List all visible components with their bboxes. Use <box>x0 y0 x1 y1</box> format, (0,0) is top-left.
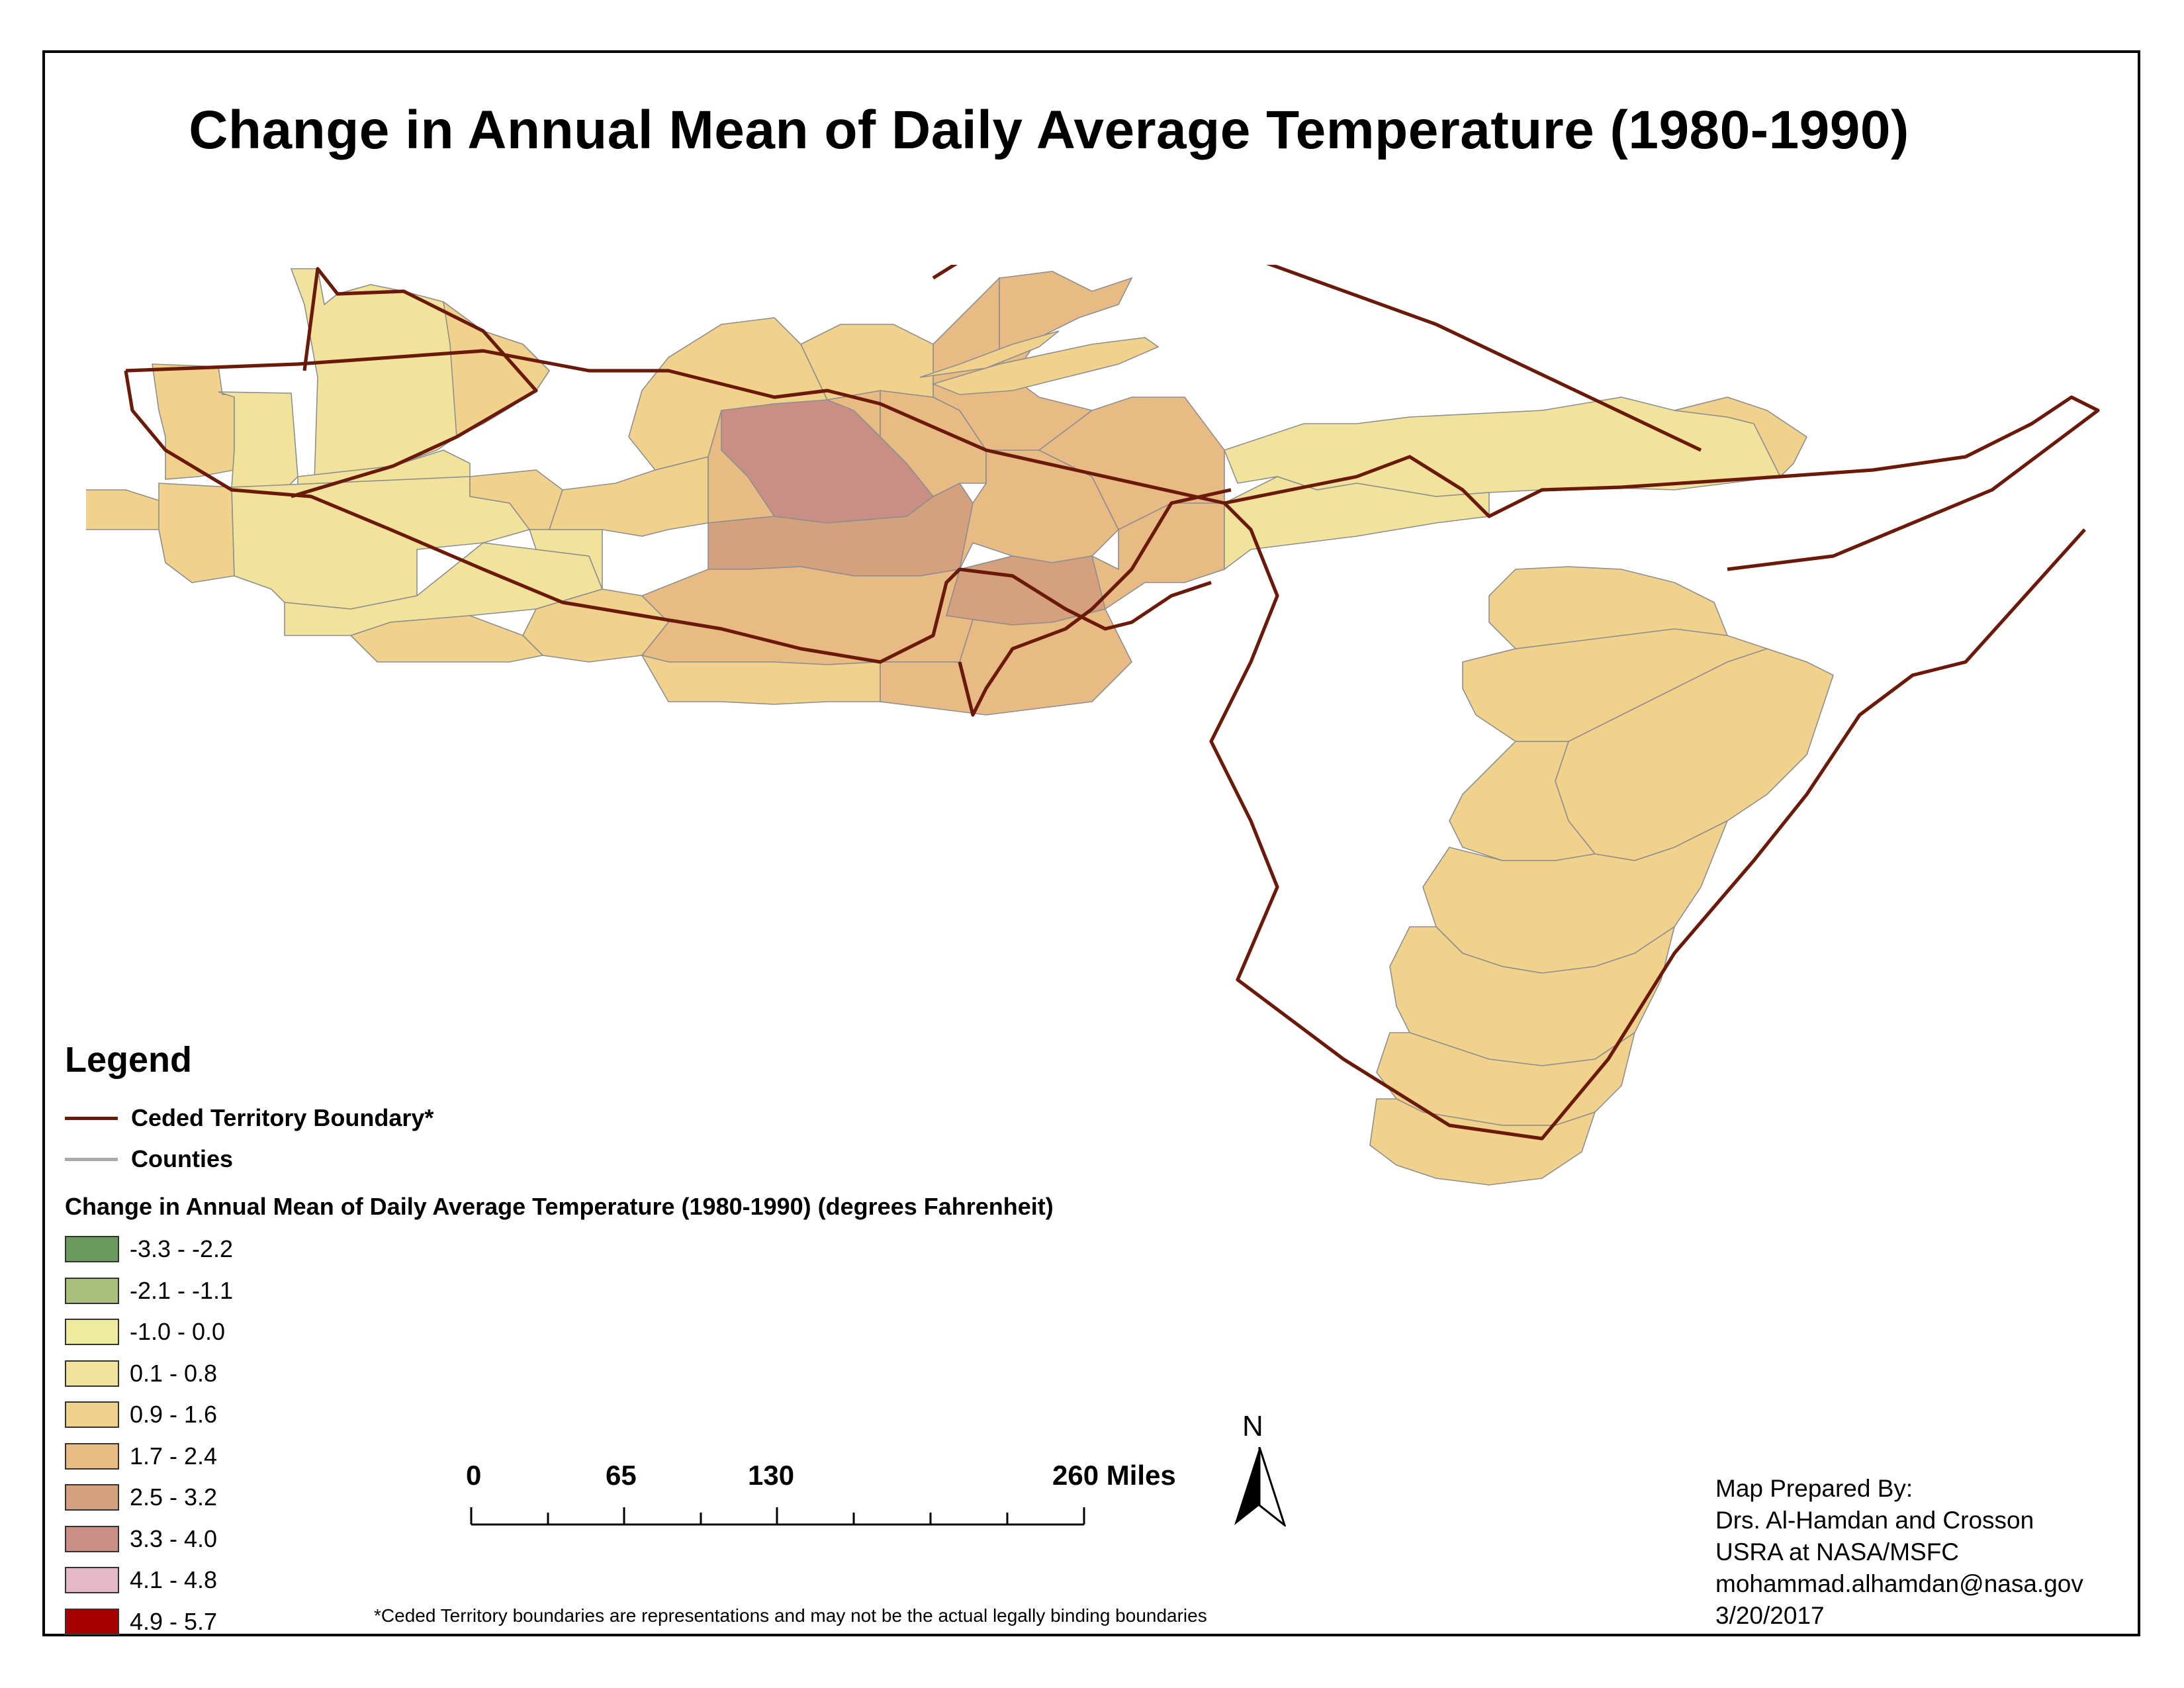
legend-class-row: -1.0 - 0.0 <box>65 1311 1054 1353</box>
county-region <box>442 301 551 438</box>
county-region <box>933 277 1093 451</box>
color-swatch <box>65 1236 119 1263</box>
county-region <box>1674 397 1808 478</box>
class-label: -1.0 - 0.0 <box>130 1318 226 1346</box>
county-line-swatch <box>65 1157 118 1161</box>
class-label: 1.7 - 2.4 <box>130 1442 218 1470</box>
boundary-label: Ceded Territory Boundary* <box>131 1104 434 1131</box>
legend-class-row: -2.1 - -1.1 <box>65 1270 1054 1312</box>
color-swatch <box>65 1484 119 1511</box>
class-label: 4.9 - 5.7 <box>130 1607 218 1635</box>
legend-class-row: 0.9 - 1.6 <box>65 1394 1054 1436</box>
county-region <box>931 337 1160 395</box>
class-label: 0.9 - 1.6 <box>130 1401 218 1429</box>
county-region <box>628 317 829 471</box>
class-label: -2.1 - -1.1 <box>130 1276 234 1304</box>
legend: Legend Ceded Territory Boundary* Countie… <box>65 1039 1054 1642</box>
legend-class-row: 2.5 - 3.2 <box>65 1477 1054 1519</box>
scale-label-260: 260 Miles <box>1052 1460 1176 1491</box>
scale-bar: 0 65 130 260 Miles <box>466 1460 1176 1532</box>
class-label: 0.1 - 0.8 <box>130 1359 218 1387</box>
ceded-boundary-south <box>124 370 1212 664</box>
legend-class-row: -3.3 - -2.2 <box>65 1229 1054 1270</box>
color-swatch <box>65 1442 119 1470</box>
county-region <box>880 608 1132 716</box>
color-swatch <box>65 1401 119 1429</box>
legend-class-row: 3.3 - 4.0 <box>65 1519 1054 1560</box>
legend-counties-row: Counties <box>65 1139 1054 1180</box>
class-label: -3.3 - -2.2 <box>130 1235 234 1263</box>
county-region <box>349 615 544 663</box>
county-region <box>1038 397 1225 531</box>
ceded-boundary-gap <box>958 488 1232 717</box>
color-swatch <box>65 1608 119 1635</box>
color-swatch <box>65 1525 119 1552</box>
legend-class-row: 4.1 - 4.8 <box>65 1560 1054 1601</box>
county-region <box>548 455 709 537</box>
legend-boundary-row: Ceded Territory Boundary* <box>65 1098 1054 1139</box>
scale-label-130: 130 <box>748 1460 795 1491</box>
map-area <box>86 265 2100 1186</box>
color-swatch <box>65 1567 119 1594</box>
county-region <box>799 324 934 400</box>
legend-subtitle: Change in Annual Mean of Daily Average T… <box>65 1193 1054 1220</box>
north-label: N <box>1242 1410 1263 1442</box>
boundary-line-swatch <box>65 1116 118 1120</box>
legend-class-row: 0.1 - 0.8 <box>65 1353 1054 1395</box>
scale-label-0: 0 <box>466 1460 482 1491</box>
scale-label-65: 65 <box>606 1460 637 1491</box>
map-frame <box>42 50 2140 1636</box>
north-arrow: N <box>1228 1410 1287 1529</box>
class-label: 2.5 - 3.2 <box>130 1483 218 1511</box>
footnote: *Ceded Territory boundaries are represen… <box>374 1605 1207 1626</box>
credits-line: mohammad.alhamdan@nasa.gov <box>1715 1570 2083 1597</box>
county-region <box>158 483 235 583</box>
credits-line: Map Prepared By: <box>1715 1475 1913 1502</box>
color-swatch <box>65 1277 119 1304</box>
color-swatch <box>65 1319 119 1346</box>
color-swatch <box>65 1360 119 1387</box>
north-arrow-icon <box>1234 1447 1286 1526</box>
counties-label: Counties <box>131 1145 234 1172</box>
ceded-boundary-main <box>125 349 2100 571</box>
legend-classes: -3.3 - -2.2 -2.1 - -1.1 -1.0 - 0.0 0.1 -… <box>65 1229 1054 1642</box>
county-region <box>1488 566 1729 649</box>
credits-line: Drs. Al-Hamdan and Crosson <box>1715 1507 2034 1534</box>
county-region <box>152 363 235 480</box>
ceded-boundary-nw <box>291 267 538 498</box>
county-region <box>919 330 1060 378</box>
scale-bar-line <box>470 1507 1085 1526</box>
map-title: Change in Annual Mean of Daily Average T… <box>189 100 1909 160</box>
county-region <box>86 489 167 530</box>
credits-line: USRA at NASA/MSFC <box>1715 1538 1960 1566</box>
credits: Map Prepared By: Drs. Al-Hamdan and Cros… <box>1715 1473 2083 1632</box>
ceded-boundary-north-arc <box>932 265 1702 452</box>
legend-class-row: 1.7 - 2.4 <box>65 1436 1054 1477</box>
credits-line: 3/20/2017 <box>1715 1602 1825 1629</box>
class-label: 4.1 - 4.8 <box>130 1566 218 1594</box>
legend-title: Legend <box>65 1040 193 1080</box>
class-label: 3.3 - 4.0 <box>130 1524 218 1552</box>
county-region <box>1389 925 1676 1066</box>
legend-class-row: 4.9 - 5.7 <box>65 1601 1054 1643</box>
ceded-boundary-lake <box>1209 502 2086 1141</box>
